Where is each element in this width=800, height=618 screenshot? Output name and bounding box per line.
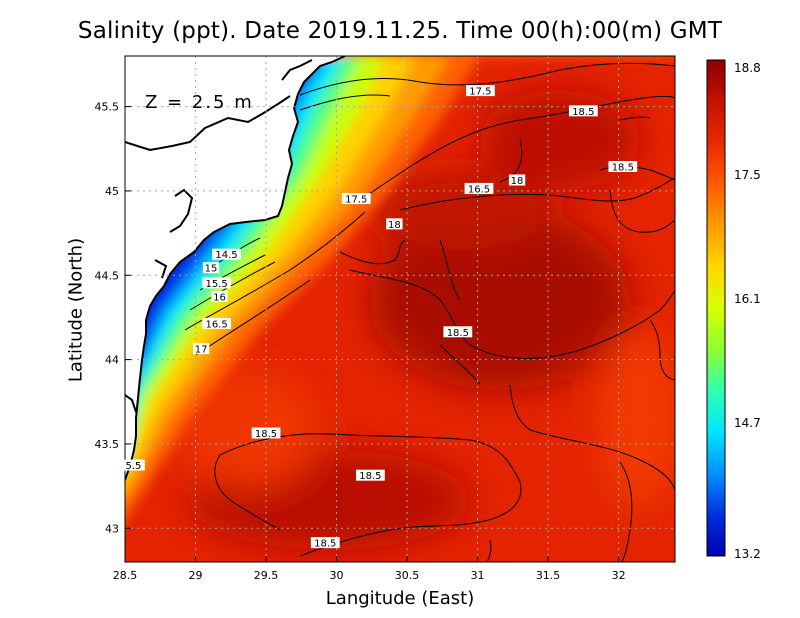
contour-label: 18.5	[314, 539, 336, 550]
contour-label-bg	[192, 343, 210, 355]
contour-label-bg	[568, 105, 598, 117]
y-tick-label: 44.5	[95, 269, 120, 282]
x-tick-label: 31	[471, 569, 485, 582]
contour-label-bg	[202, 277, 232, 289]
y-axis-ticks: 43 43.5 44 44.5 45 45.5	[95, 101, 131, 535]
x-tick-label: 31.5	[536, 569, 561, 582]
contour-label-bg	[251, 427, 281, 439]
contour-label: 16.5	[468, 184, 490, 195]
colorbar-tick-label: 16.1	[734, 292, 761, 306]
map-frame	[124, 55, 676, 563]
contour-label-bg	[310, 537, 340, 549]
colorbar-ticks: 18.8 17.5 16.1 14.7 13.2	[734, 61, 761, 561]
contour-label-bg	[464, 182, 494, 194]
salinity-field	[125, 56, 675, 562]
y-tick-label: 45	[105, 185, 119, 198]
y-tick-label: 44	[105, 354, 119, 367]
contour-label: 5.5	[126, 461, 142, 472]
contour-label: 16.5	[206, 319, 228, 330]
y-tick-label: 43	[105, 522, 119, 535]
contour-label: 16	[213, 292, 226, 303]
contour-label-bg	[212, 248, 241, 260]
land-mass	[125, 56, 345, 480]
x-tick-label: 30.5	[395, 569, 420, 582]
colorbar-tick-label: 13.2	[734, 547, 761, 561]
contour-label-bg	[355, 469, 385, 481]
contour-label: 17.5	[469, 87, 491, 98]
x-tick-label: 29	[189, 569, 203, 582]
contour-label-bg	[202, 317, 232, 329]
contour-label: 14.5	[215, 250, 237, 261]
colorbar	[706, 59, 726, 557]
contour-label-bg	[608, 161, 638, 173]
coastline	[125, 56, 346, 481]
contour-label-bg	[122, 459, 145, 471]
colorbar-tick-label: 18.8	[734, 61, 761, 75]
x-tick-label: 30	[330, 569, 344, 582]
contour-label: 15	[205, 264, 218, 275]
contour-label: 18.5	[572, 107, 594, 118]
y-axis-label: Latitude (North)	[65, 237, 87, 383]
contour-label-bg	[211, 290, 228, 302]
contour-label: 18	[388, 220, 401, 231]
chart-title: Salinity (ppt). Date 2019.11.25. Time 00…	[77, 18, 723, 44]
x-tick-label: 28.5	[113, 569, 138, 582]
y-tick-label: 43.5	[95, 438, 120, 451]
contour-label: 17.5	[345, 195, 367, 206]
contour-label: 18.5	[255, 429, 277, 440]
x-axis-ticks: 28.5 29 29.5 30 30.5 31 31.5 32	[113, 556, 626, 582]
colorbar-tick-label: 14.7	[734, 416, 761, 430]
contour-label: 17	[195, 345, 208, 356]
y-tick-label: 45.5	[95, 101, 120, 114]
map-grid	[125, 56, 675, 562]
contour-label-bg	[386, 218, 403, 230]
contour-label: 18.5	[612, 163, 634, 174]
contour-label-bg	[508, 174, 526, 186]
contour-label: 15.5	[206, 279, 228, 290]
x-tick-label: 32	[612, 569, 626, 582]
x-axis-label: Langitude (East)	[325, 588, 475, 609]
contour-label: 18.5	[359, 471, 381, 482]
contour-label-bg	[443, 326, 473, 338]
contour-label-bg	[341, 193, 371, 205]
contour-label-bg	[202, 262, 220, 274]
contour-label-bg	[465, 85, 495, 97]
depth-label: Z = 2.5 m	[145, 92, 254, 113]
contour-labels: 17.5 18.5 18.5 18 16.5 17.5 18 14.5 15 15.5 16 16.5…	[122, 85, 638, 550]
colorbar-tick-label: 17.5	[734, 168, 761, 182]
x-tick-label: 29.5	[254, 569, 279, 582]
contour-label: 18.5	[447, 328, 469, 339]
contour-label: 18	[511, 176, 524, 187]
